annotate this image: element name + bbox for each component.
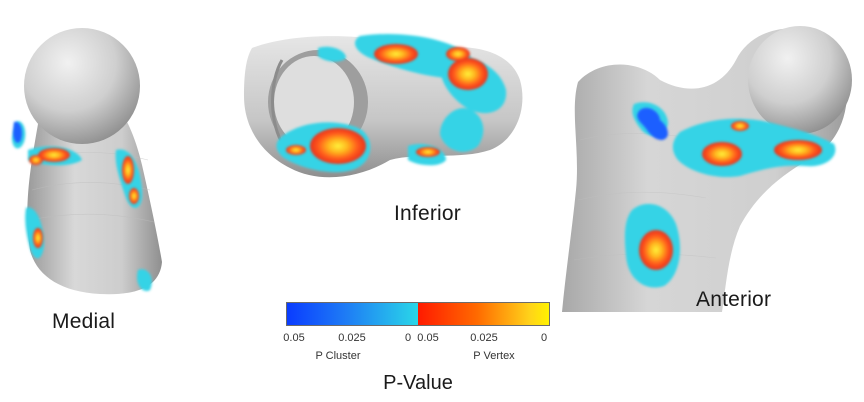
- vertex-scale-label: P Vertex: [473, 350, 515, 362]
- colorbar-gradient: [286, 302, 550, 326]
- cluster-color-scale: [287, 303, 418, 325]
- cluster-tick-1: 0.025: [338, 332, 366, 344]
- inferior-femur: [244, 34, 523, 178]
- anterior-hot-regions: [637, 107, 822, 270]
- medial-view-label: Medial: [52, 310, 116, 333]
- cluster-tick-0: 0.05: [283, 332, 305, 344]
- colorbar-title: P-Value: [383, 372, 453, 394]
- anterior-view-label: Anterior: [696, 288, 772, 311]
- medial-femur: [12, 28, 163, 295]
- cluster-tick-2: 0: [404, 332, 412, 344]
- inferior-view-label: Inferior: [394, 202, 461, 225]
- cluster-scale-label: P Cluster: [315, 350, 361, 362]
- anterior-femur: [562, 26, 852, 312]
- p-value-colorbar: 0.05 0.025 0 0.05 0.025 0 P Cluster P Ve…: [280, 302, 556, 397]
- vertex-color-scale: [418, 303, 549, 325]
- vertex-tick-2: 0: [540, 332, 548, 344]
- medial-hot-regions: [13, 121, 139, 248]
- vertex-tick-0: 0.05: [417, 332, 439, 344]
- inferior-hot-regions: [286, 44, 488, 164]
- vertex-tick-1: 0.025: [470, 332, 498, 344]
